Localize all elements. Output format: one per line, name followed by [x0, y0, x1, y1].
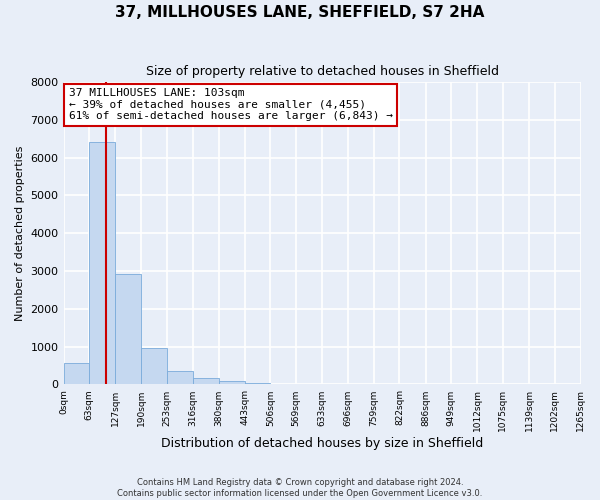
Bar [219, 381, 245, 384]
Text: 37 MILLHOUSES LANE: 103sqm
← 39% of detached houses are smaller (4,455)
61% of s: 37 MILLHOUSES LANE: 103sqm ← 39% of deta… [69, 88, 393, 121]
Text: Contains HM Land Registry data © Crown copyright and database right 2024.
Contai: Contains HM Land Registry data © Crown c… [118, 478, 482, 498]
Bar [193, 378, 219, 384]
X-axis label: Distribution of detached houses by size in Sheffield: Distribution of detached houses by size … [161, 437, 483, 450]
Text: 37, MILLHOUSES LANE, SHEFFIELD, S7 2HA: 37, MILLHOUSES LANE, SHEFFIELD, S7 2HA [115, 5, 485, 20]
Title: Size of property relative to detached houses in Sheffield: Size of property relative to detached ho… [146, 65, 499, 78]
Bar [115, 274, 141, 384]
Bar [64, 364, 89, 384]
Bar [141, 348, 167, 385]
Bar [245, 383, 271, 384]
Y-axis label: Number of detached properties: Number of detached properties [15, 146, 25, 321]
Bar [89, 142, 115, 384]
Bar [167, 371, 193, 384]
